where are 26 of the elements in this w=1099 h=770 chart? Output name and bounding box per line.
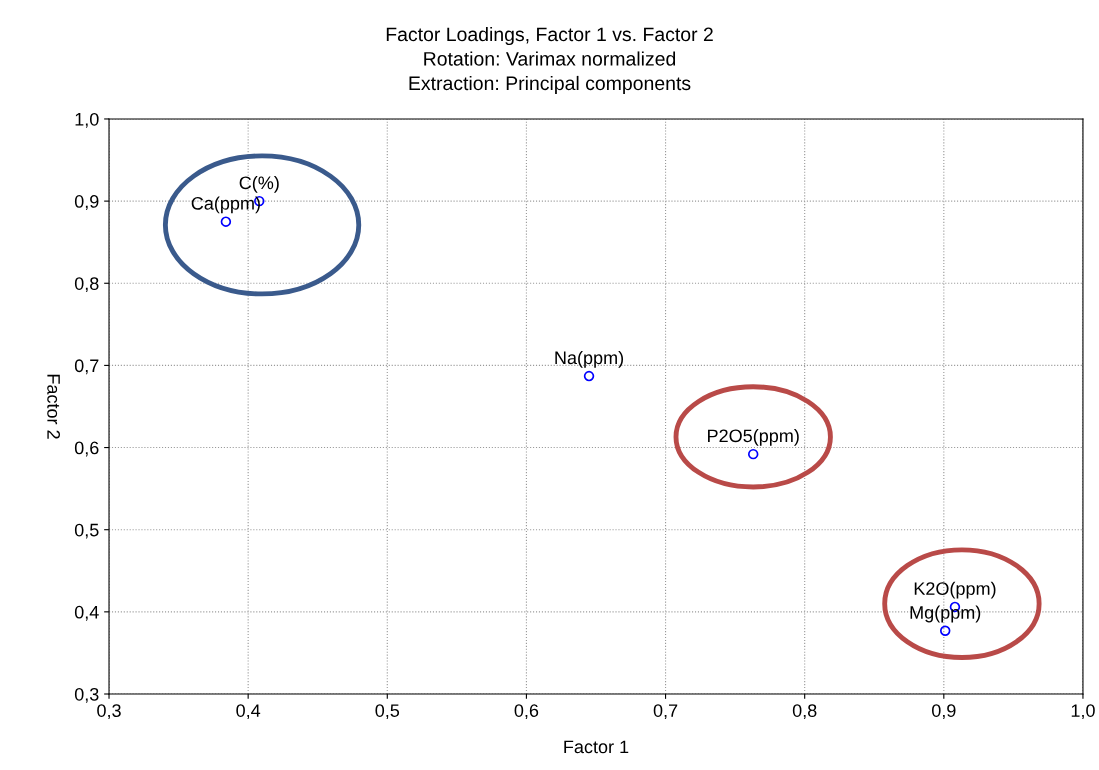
x-tick-label: 1,0 [1071, 704, 1095, 720]
y-tick-label: 0,5 [74, 523, 99, 539]
x-axis-title: Factor 1 [564, 740, 629, 754]
y-tick-label: 1,0 [75, 112, 99, 128]
annotation: Ca(ppm) [191, 196, 260, 214]
x-tick-label: 0,8 [792, 704, 817, 720]
x-tick-label: 0,6 [514, 704, 539, 720]
y-tick-label: 0,3 [74, 687, 99, 703]
y-tick-label: 0,9 [74, 195, 99, 210]
annotation: K2O(ppm) [914, 581, 996, 599]
annotation: C(%) [239, 175, 279, 193]
y-tick-label: 0,7 [74, 359, 99, 375]
y-tick-label: 0,4 [74, 605, 99, 621]
x-tick-label: 0,4 [236, 704, 261, 720]
y-tick-label: 0,6 [74, 441, 99, 457]
annotation: Mg(ppm) [910, 605, 981, 623]
x-tick-label: 0,3 [97, 704, 121, 720]
annotation: P2O5(ppm) [708, 428, 799, 446]
annotation: Na(ppm) [555, 350, 624, 368]
chart-subtitle: Rotation: Varimax normalized Extraction: Principal components [409, 51, 691, 95]
y-axis-title: Factor 2 [47, 374, 60, 439]
y-tick-label: 0,8 [74, 277, 99, 293]
x-tick-label: 0,7 [653, 704, 678, 720]
x-tick-label: 0,9 [931, 704, 956, 720]
x-tick-label: 0,5 [375, 704, 400, 720]
chart-title: Factor Loadings, Factor 1 vs. Factor 2 [386, 26, 713, 46]
